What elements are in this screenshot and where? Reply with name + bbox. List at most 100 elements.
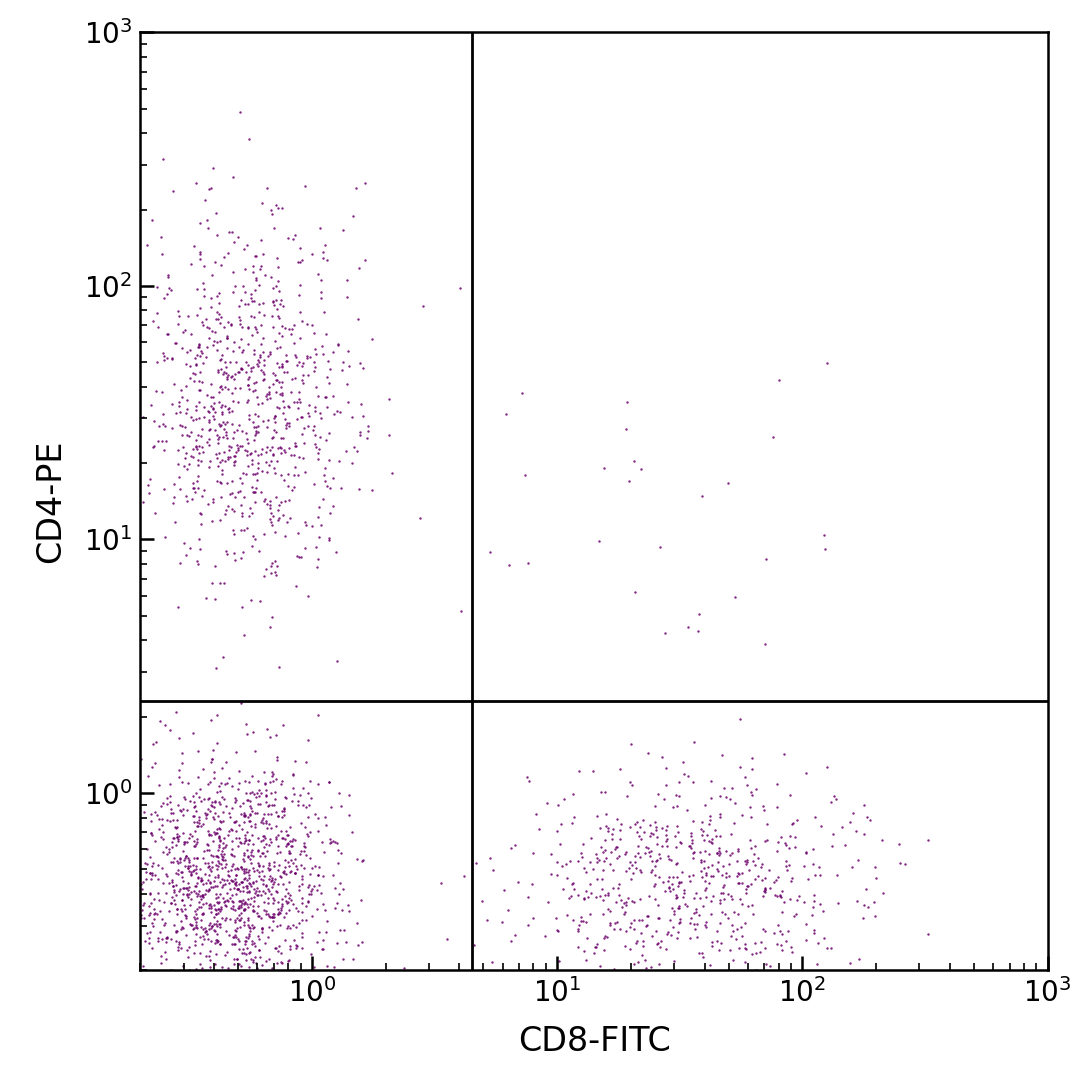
Point <box>738 877 755 895</box>
Point <box>214 958 231 976</box>
Point <box>314 941 332 958</box>
Point <box>192 792 210 810</box>
Point <box>172 939 189 956</box>
Point <box>175 788 192 805</box>
Point <box>679 801 697 818</box>
Point <box>207 901 225 918</box>
Point <box>238 932 255 950</box>
Point <box>618 897 635 914</box>
Point <box>616 906 633 923</box>
Point <box>203 750 220 768</box>
Point <box>177 926 194 943</box>
Point <box>265 895 282 912</box>
Point <box>710 853 727 870</box>
Point <box>265 797 282 814</box>
Point <box>623 893 640 910</box>
Point <box>199 387 216 404</box>
Point <box>329 336 347 354</box>
Point <box>606 914 623 931</box>
Point <box>232 896 249 913</box>
Point <box>218 368 235 385</box>
Point <box>208 877 226 895</box>
Point <box>271 438 288 455</box>
Point <box>626 583 644 600</box>
Point <box>166 335 184 353</box>
Point <box>671 899 688 916</box>
Point <box>636 824 653 841</box>
Point <box>257 812 274 829</box>
Point <box>728 853 745 870</box>
Point <box>186 849 203 867</box>
Point <box>737 881 754 898</box>
Point <box>204 160 221 177</box>
Point <box>260 861 278 879</box>
Point <box>276 528 294 545</box>
Point <box>313 337 330 355</box>
Point <box>866 908 883 925</box>
Point <box>319 478 336 495</box>
Point <box>214 428 231 445</box>
Point <box>577 883 594 900</box>
Point <box>281 886 298 903</box>
Point <box>174 755 191 772</box>
Point <box>797 844 814 861</box>
Point <box>301 773 319 790</box>
Point <box>502 932 519 950</box>
Point <box>133 901 150 918</box>
Point <box>140 897 158 914</box>
Point <box>186 944 203 962</box>
Point <box>498 405 515 423</box>
Point <box>661 851 678 868</box>
Point <box>700 859 717 876</box>
Point <box>555 881 572 898</box>
Point <box>230 875 247 893</box>
Point <box>569 921 586 938</box>
Point <box>640 887 658 904</box>
Point <box>359 417 376 434</box>
Point <box>543 846 561 863</box>
Point <box>200 858 217 875</box>
Point <box>326 880 343 897</box>
Point <box>332 403 349 420</box>
Point <box>268 250 285 267</box>
Point <box>226 502 243 520</box>
Point <box>170 598 187 616</box>
Point <box>225 454 242 471</box>
Point <box>226 447 243 465</box>
Point <box>212 454 229 471</box>
Point <box>211 820 228 838</box>
Point <box>265 279 282 296</box>
Point <box>772 887 789 904</box>
Point <box>245 308 262 326</box>
Point <box>202 920 219 937</box>
Point <box>219 943 237 960</box>
Point <box>845 804 862 821</box>
Point <box>168 825 186 842</box>
Point <box>692 854 710 871</box>
Point <box>212 255 229 273</box>
Point <box>144 313 161 330</box>
Point <box>256 365 273 383</box>
Point <box>273 386 291 403</box>
Point <box>148 304 165 321</box>
Point <box>283 446 300 464</box>
Point <box>723 779 740 797</box>
Point <box>226 447 243 465</box>
Point <box>194 443 212 460</box>
Point <box>247 373 265 390</box>
Point <box>189 480 206 497</box>
Point <box>178 886 195 903</box>
Point <box>188 280 205 298</box>
Point <box>200 776 217 793</box>
Point <box>703 857 720 874</box>
Point <box>232 833 249 851</box>
Point <box>237 441 254 458</box>
Point <box>186 837 203 854</box>
Point <box>523 875 540 893</box>
Point <box>228 354 245 371</box>
Point <box>265 219 282 236</box>
Point <box>218 542 235 559</box>
Point <box>188 865 205 882</box>
Point <box>294 372 311 389</box>
Point <box>214 859 231 876</box>
